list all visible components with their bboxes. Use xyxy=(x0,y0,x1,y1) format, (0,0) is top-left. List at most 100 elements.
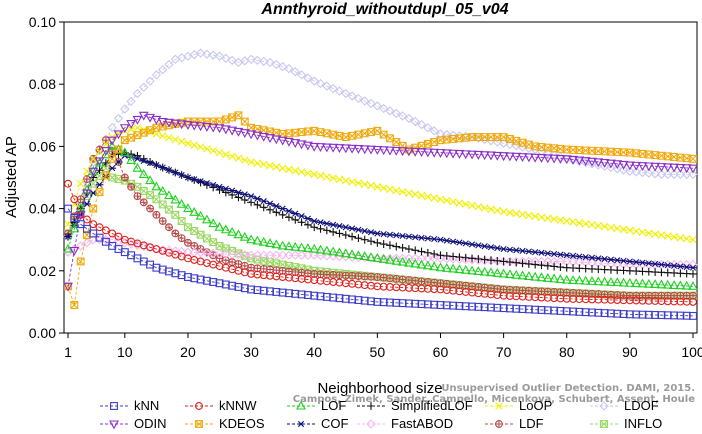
data-point xyxy=(76,257,85,266)
data-point xyxy=(536,154,547,163)
data-point xyxy=(278,164,287,172)
data-point xyxy=(410,253,420,264)
data-point xyxy=(354,226,363,233)
legend-label: ODIN xyxy=(134,416,167,431)
data-point xyxy=(373,238,382,247)
data-point xyxy=(405,189,413,197)
data-point xyxy=(378,146,389,156)
data-point xyxy=(556,216,565,224)
data-point xyxy=(348,232,356,241)
data-point xyxy=(310,223,319,232)
data-point xyxy=(663,169,673,180)
data-point xyxy=(550,262,559,271)
data-point xyxy=(290,250,300,260)
data-point xyxy=(511,152,522,162)
data-point xyxy=(430,194,438,202)
data-point xyxy=(360,227,369,235)
data-point xyxy=(94,157,105,167)
data-point xyxy=(221,188,230,197)
data-point xyxy=(549,273,560,283)
legend-item-odin: ODIN xyxy=(100,416,167,431)
chart-title: Annthyroid_withoutdupl_05_v04 xyxy=(260,1,508,18)
data-point xyxy=(436,279,445,288)
data-point xyxy=(379,184,388,192)
data-point xyxy=(523,271,534,280)
data-point xyxy=(487,205,495,214)
data-point xyxy=(638,291,647,300)
data-point xyxy=(214,221,225,231)
data-point xyxy=(285,213,293,222)
data-point xyxy=(460,264,471,274)
legend-marker xyxy=(296,400,306,410)
data-point xyxy=(303,250,313,260)
data-point xyxy=(277,136,288,146)
data-point xyxy=(100,149,111,159)
data-point xyxy=(436,195,445,204)
data-point xyxy=(138,169,149,178)
axes: 0.00 0.02 0.04 0.06 0.08 0.10 1 10 20 30 40 50 60 70 8… xyxy=(29,14,702,360)
data-point xyxy=(561,155,572,165)
data-point xyxy=(429,148,440,158)
data-point xyxy=(157,185,168,195)
data-point xyxy=(391,108,401,119)
data-point xyxy=(329,221,338,228)
data-point xyxy=(468,241,476,248)
data-point xyxy=(650,162,661,172)
data-point xyxy=(594,221,603,230)
data-point xyxy=(227,226,238,236)
data-point xyxy=(341,224,350,231)
data-point xyxy=(360,235,369,244)
data-point xyxy=(195,122,206,132)
data-point xyxy=(95,233,104,242)
data-point xyxy=(600,222,609,231)
data-point xyxy=(593,160,603,170)
data-point xyxy=(605,159,616,169)
data-point xyxy=(265,250,275,260)
data-point xyxy=(689,235,697,244)
data-point xyxy=(183,121,193,130)
data-point xyxy=(404,253,414,264)
data-point xyxy=(669,169,679,180)
data-point xyxy=(518,247,527,254)
data-point xyxy=(442,129,452,140)
data-point xyxy=(240,191,249,198)
data-point xyxy=(631,161,642,171)
data-point xyxy=(669,280,679,289)
data-point xyxy=(531,212,539,221)
data-point xyxy=(643,162,654,172)
data-point xyxy=(114,232,123,241)
data-point xyxy=(234,193,243,202)
data-point xyxy=(423,248,432,257)
data-point xyxy=(423,278,432,286)
data-point xyxy=(613,224,622,233)
data-point xyxy=(316,171,325,180)
data-point xyxy=(252,250,263,260)
data-point xyxy=(416,259,427,269)
data-point xyxy=(63,247,73,257)
data-point xyxy=(442,253,452,264)
data-point xyxy=(391,255,402,265)
data-point xyxy=(417,247,426,256)
data-point xyxy=(272,163,281,171)
data-point xyxy=(638,259,647,266)
data-point xyxy=(304,169,312,177)
data-point xyxy=(542,272,553,282)
data-point xyxy=(190,141,199,149)
data-point xyxy=(518,210,527,219)
data-point xyxy=(108,165,117,172)
data-point xyxy=(454,150,465,159)
data-point xyxy=(165,133,173,142)
data-point xyxy=(329,174,337,182)
legend-label: LDF xyxy=(519,416,544,431)
data-point xyxy=(542,154,553,164)
data-point xyxy=(196,143,205,151)
data-point xyxy=(581,254,590,261)
data-point xyxy=(676,234,685,242)
data-point xyxy=(302,141,313,151)
legend-marker xyxy=(495,420,503,428)
data-point xyxy=(151,115,162,125)
data-point xyxy=(253,200,262,209)
data-point xyxy=(416,119,427,130)
data-point xyxy=(682,234,691,243)
data-point xyxy=(215,183,224,190)
